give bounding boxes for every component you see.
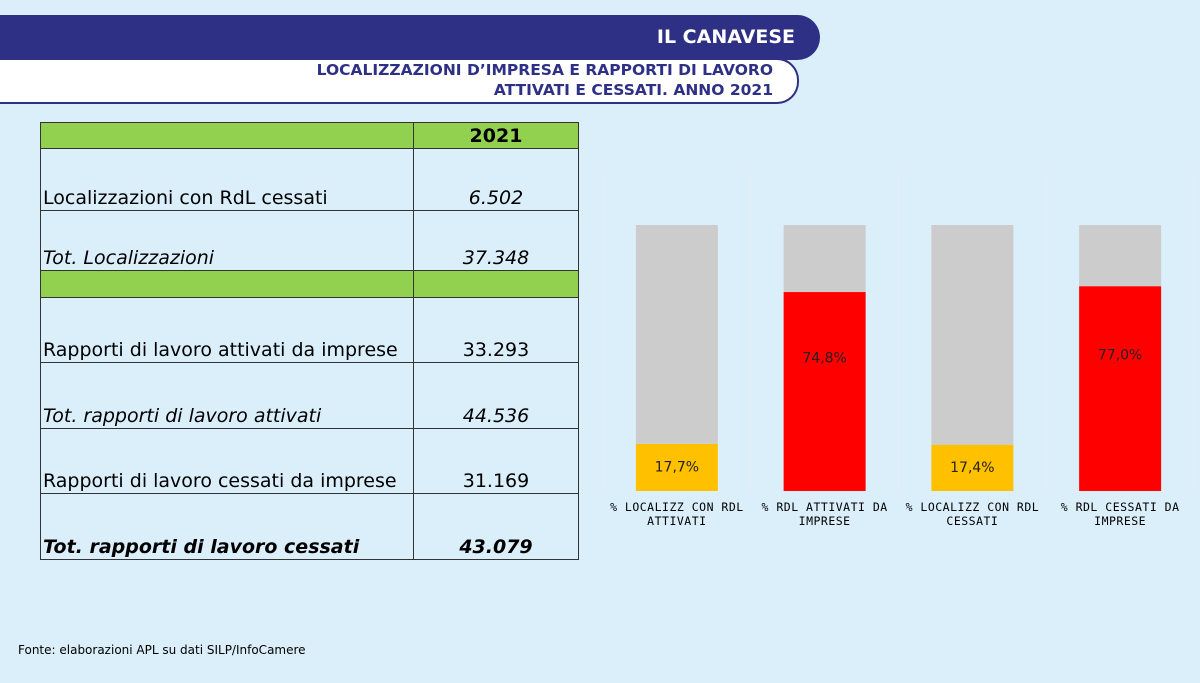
row-label: Localizzazioni con RdL cessati [40,148,414,211]
header-title: IL CANAVESE [656,26,795,48]
value-label: 17,7% [655,459,699,475]
value-label: 77,0% [1098,348,1142,364]
bar-segment [1079,286,1162,491]
row-label: Rapporti di lavoro attivati da imprese [40,297,414,363]
bar-segment [635,225,718,444]
row-value: 6.502 [413,148,579,211]
category-label: % RDL ATTIVATI DA IMPRESE [761,500,888,528]
category-label: % LOCALIZZ CON RDL ATTIVATI [610,500,744,528]
category-label: % LOCALIZZ CON RDL CESSATI [905,500,1040,528]
cell [40,122,414,149]
subtitle: LOCALIZZAZIONI D’IMPRESA E RAPPORTI DI L… [316,61,773,79]
row-value: 37.348 [413,210,579,271]
row-value: 43.079 [413,493,579,560]
row-value: 31.169 [413,428,579,494]
value-label: 17,4% [950,460,994,476]
bar-segment [783,225,866,293]
cell [413,270,579,298]
footer: Fonte: elaborazioni APL su dati SILP/Inf… [18,643,306,657]
row-value: 33.293 [413,297,579,363]
subtitle-box: LOCALIZZAZIONI D’IMPRESA E RAPPORTI DI L… [0,58,799,104]
bar-segment [635,443,718,491]
category-label: % RDL CESSATI DA IMPRESE [1060,500,1180,528]
row-label: Tot. rapporti di lavoro attivati [40,362,414,429]
bar-segment [931,225,1014,445]
data-table: 2021 Localizzazioni con RdL cessati 6.502… [40,122,579,560]
header-bar: IL CANAVESE [0,15,820,60]
row-value: 44.536 [413,362,579,429]
row-label: Tot. Localizzazioni [40,210,414,271]
row-label: Tot. rapporti di lavoro cessati [40,493,414,560]
value-label: 74,8% [802,351,846,367]
bar-segment [783,292,866,491]
bar-segment [1079,225,1162,287]
table-header: 2021 [413,122,579,149]
bar-segment [931,444,1014,491]
subtitle: ATTIVATI E CESSATI. ANNO 2021 [493,81,773,99]
